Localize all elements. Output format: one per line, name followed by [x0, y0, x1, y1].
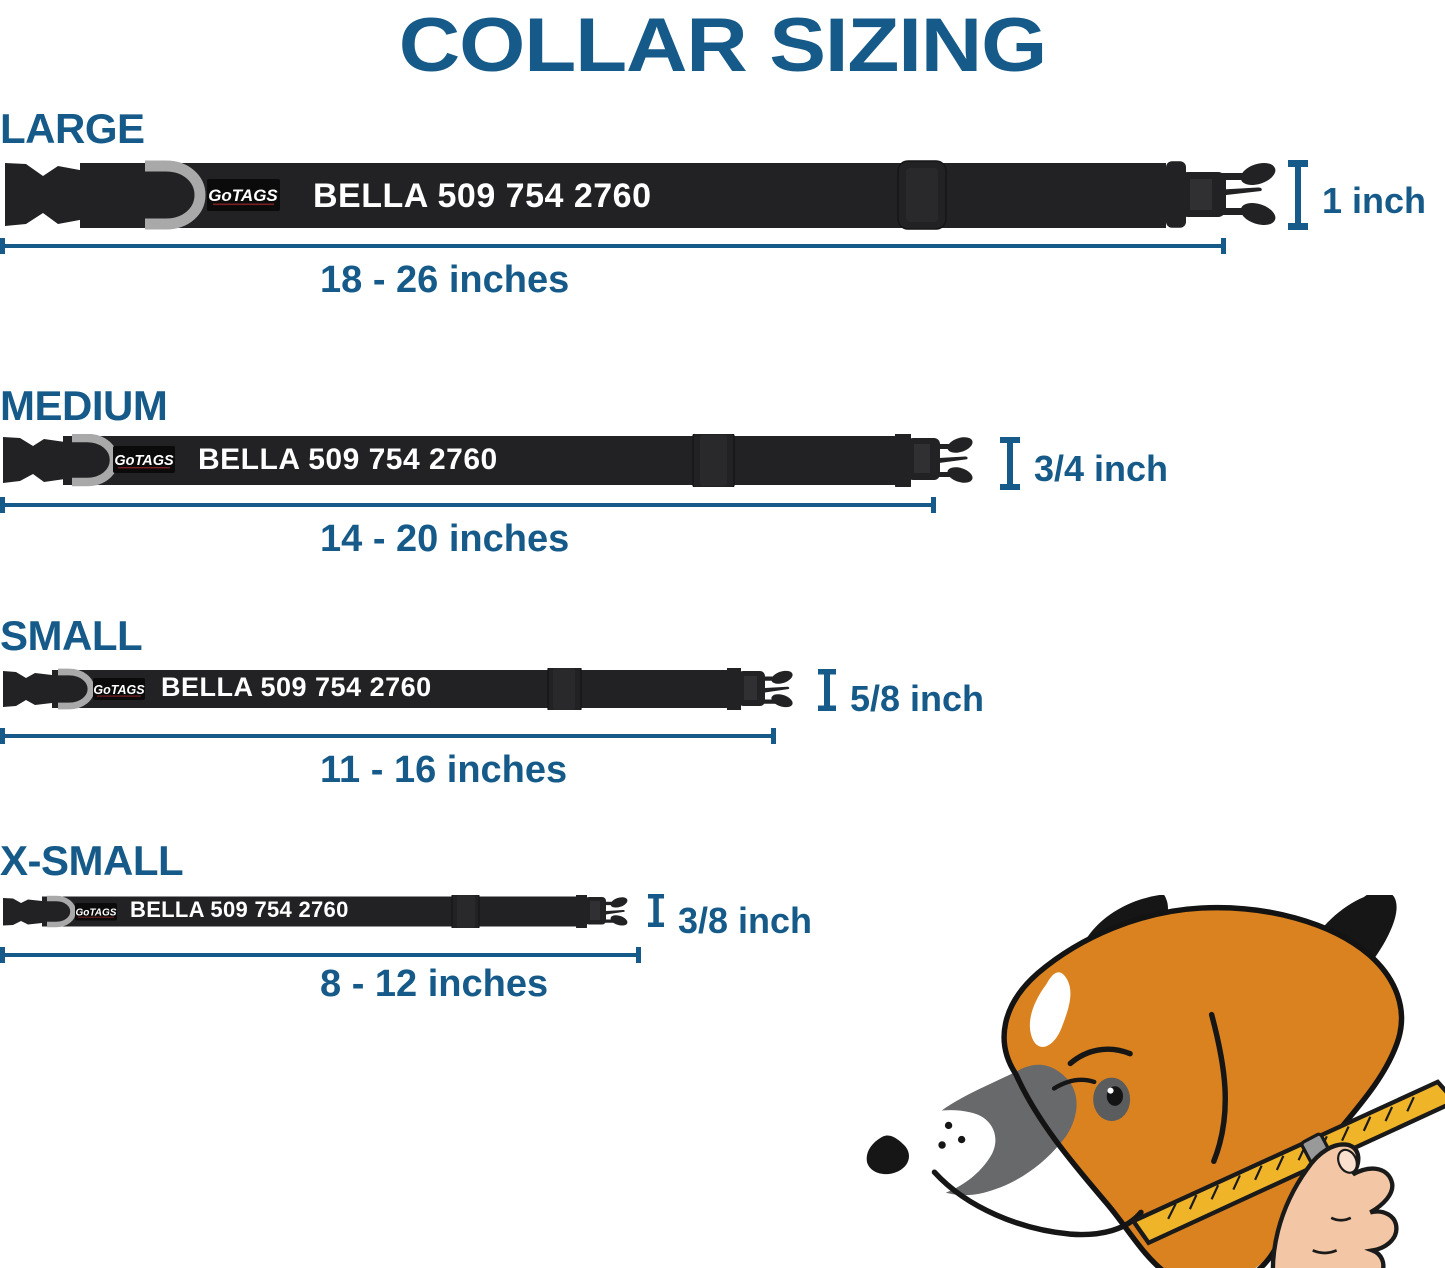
svg-text:BELLA 509 754 2760: BELLA 509 754 2760: [161, 672, 432, 702]
svg-text:GoTAGS: GoTAGS: [114, 453, 174, 469]
svg-text:BELLA 509 754 2760: BELLA 509 754 2760: [130, 897, 349, 922]
svg-text:GoTAGS: GoTAGS: [93, 683, 145, 697]
svg-text:BELLA 509 754 2760: BELLA 509 754 2760: [198, 443, 498, 476]
svg-text:BELLA 509 754 2760: BELLA 509 754 2760: [313, 177, 652, 215]
svg-text:GoTAGS: GoTAGS: [208, 186, 278, 205]
